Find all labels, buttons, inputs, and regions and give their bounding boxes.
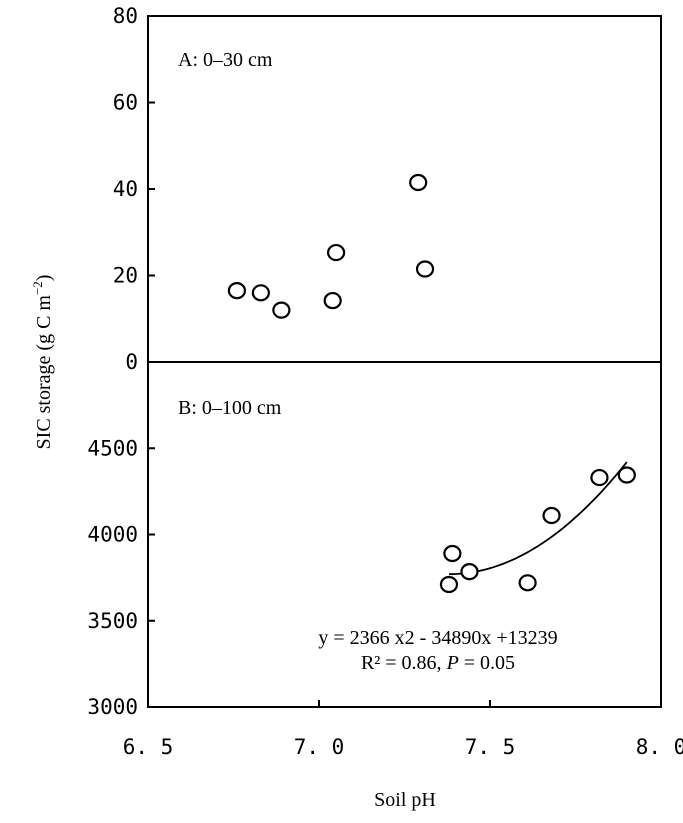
panel-b-label: B: 0–100 cm — [178, 397, 282, 419]
fit-p-symbol: P — [446, 652, 459, 674]
fit-equation: y = 2366 x2 - 34890x +13239 — [318, 627, 557, 649]
panel-b-point — [439, 575, 459, 594]
y-tick-label: 3500 — [87, 609, 138, 633]
x-tick-label: 7. 0 — [294, 735, 345, 759]
y-tick-label: 4000 — [87, 523, 138, 547]
panel-b-point — [518, 574, 537, 592]
y-axis-label: SIC storage (g C m−2) — [30, 275, 55, 450]
y-tick-label: 80 — [113, 4, 138, 28]
fit-curve-layer — [448, 461, 628, 576]
y-tick-label: 3000 — [87, 695, 138, 719]
labels-layer: 0 20 40 60 80 3000 3500 4000 4500 6. 5 7. 0 7. 5 8. … — [87, 4, 683, 759]
panel-b-point — [590, 468, 609, 487]
panel-a-point — [272, 301, 291, 319]
x-tick-label: 8. 0 — [636, 735, 683, 759]
fit-stats: R² = 0.86, P = 0.05 — [361, 652, 515, 674]
panel-b-point — [617, 466, 636, 484]
y-tick-label: 40 — [113, 177, 138, 201]
panel-a-label: A: 0–30 cm — [178, 49, 273, 71]
panel-b-point — [443, 544, 462, 563]
panel-a-point — [327, 243, 346, 262]
panel-a-point — [323, 291, 342, 310]
fit-p-value: = 0.05 — [459, 652, 515, 674]
y-tick-label: 20 — [113, 264, 138, 288]
x-axis-label: Soil pH — [374, 789, 436, 811]
y-axis-label-close: ) — [33, 275, 55, 282]
y-tick-label: 4500 — [87, 436, 138, 460]
panel-a-point — [251, 284, 270, 302]
ticks-layer — [147, 15, 662, 708]
panel-a-point — [409, 173, 428, 192]
panel-b-point — [460, 562, 479, 581]
panel-b-point — [542, 506, 561, 525]
y-axis-label-main: SIC storage (g C m — [33, 295, 55, 450]
fit-curve — [448, 461, 628, 576]
panel-a-point — [227, 282, 247, 300]
y-tick-label: 60 — [113, 91, 138, 115]
y-axis-label-sup: −2 — [30, 281, 45, 295]
x-tick-label: 7. 5 — [465, 735, 516, 759]
y-tick-label: 0 — [125, 350, 138, 374]
fit-r2: R² = 0.86, — [361, 652, 447, 674]
points-layer — [227, 173, 636, 594]
panel-a-point — [415, 260, 435, 278]
x-tick-label: 6. 5 — [123, 735, 174, 759]
